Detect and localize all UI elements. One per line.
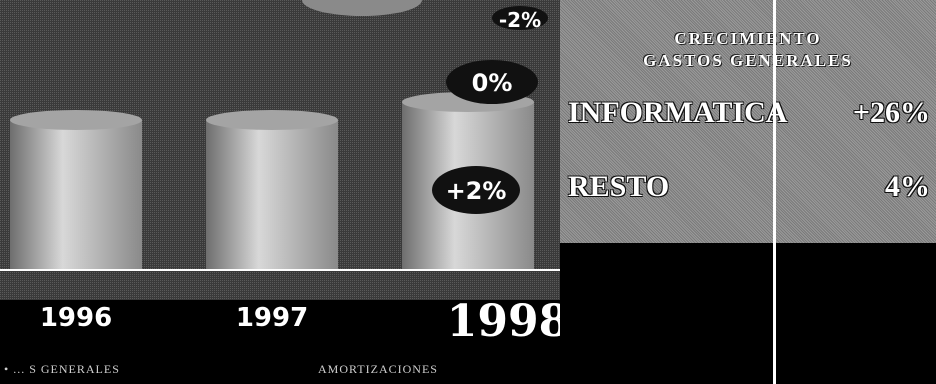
- bar-chart: -2% 0% +2% 1996 1997 1998: [0, 0, 560, 347]
- panel-title-line1: CRECIMIENTO: [674, 29, 822, 48]
- annotation-bubble: [432, 166, 520, 214]
- annotation-bubble: [446, 60, 538, 104]
- annotation-label: -2%: [499, 8, 541, 32]
- bar-cap-1996: [10, 110, 142, 130]
- panel-row-label: INFORMATICA: [568, 96, 788, 129]
- bar-1996: [10, 120, 142, 270]
- bar-1997: [206, 120, 338, 270]
- x-tick-label: 1998: [447, 296, 560, 347]
- x-tick-label: 1997: [236, 303, 308, 333]
- growth-panel: CRECIMIENTO GASTOS GENERALES INFORMATICA…: [560, 0, 936, 243]
- bar-cap-1997: [206, 110, 338, 130]
- panel-row-resto: RESTO 4%: [568, 170, 930, 204]
- annotation-bubble: [492, 6, 548, 30]
- legend-item-amortizaciones: AMORTIZACIONES: [318, 362, 438, 376]
- x-tick-label: 1996: [40, 303, 112, 333]
- legend-item-gastos: • ... S GENERALES: [4, 362, 120, 376]
- panel-row-label: RESTO: [568, 170, 670, 203]
- panel-title: CRECIMIENTO GASTOS GENERALES: [560, 28, 936, 72]
- panel-row-informatica: INFORMATICA +26%: [568, 96, 930, 130]
- panel-row-value: +26%: [852, 96, 930, 129]
- annotation-label: 0%: [472, 69, 513, 97]
- panel-row-value: 4%: [885, 170, 930, 203]
- panel-title-line2: GASTOS GENERALES: [643, 51, 853, 70]
- decorative-top-ellipse: [302, 0, 422, 16]
- annotation-label: +2%: [446, 177, 507, 205]
- vertical-divider: [773, 0, 776, 384]
